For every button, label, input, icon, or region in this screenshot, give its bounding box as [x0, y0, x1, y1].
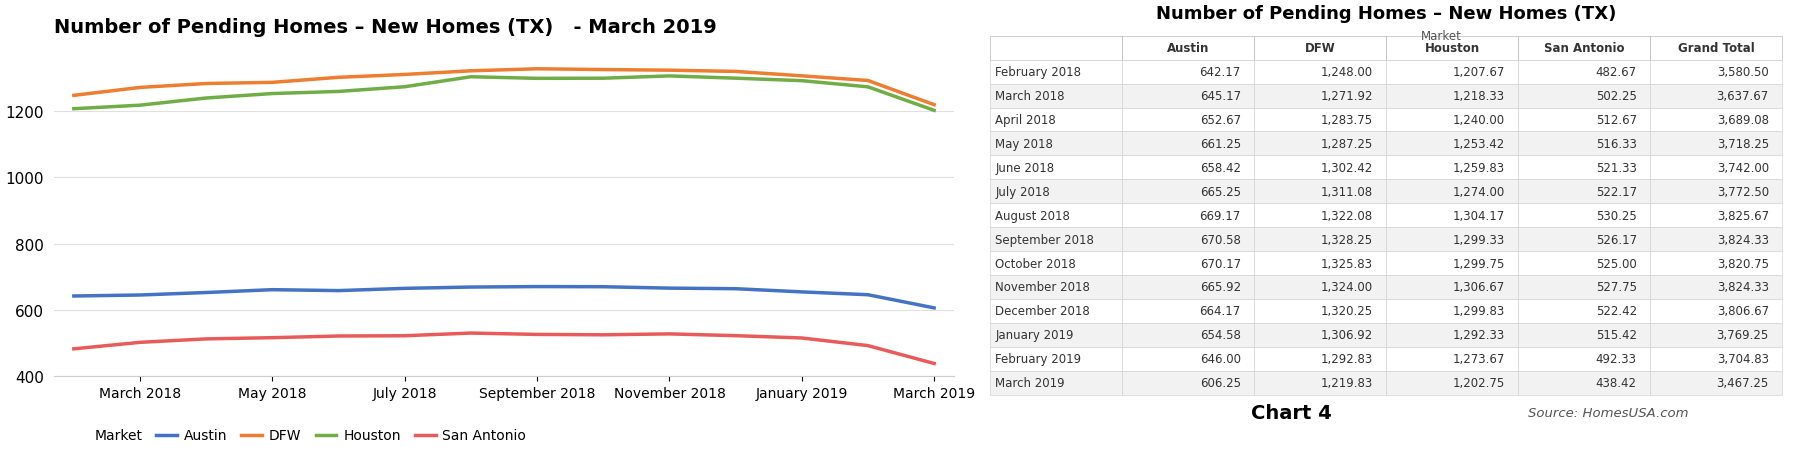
Legend: Market, Austin, DFW, Houston, San Antonio: Market, Austin, DFW, Houston, San Antoni… — [61, 423, 531, 448]
Text: Number of Pending Homes – New Homes (TX): Number of Pending Homes – New Homes (TX) — [1156, 5, 1616, 22]
Text: Chart 4: Chart 4 — [1251, 403, 1332, 423]
Text: Source: HomesUSA.com: Source: HomesUSA.com — [1528, 407, 1688, 420]
Text: Market: Market — [1420, 30, 1462, 43]
Text: Number of Pending Homes – New Homes (TX)   - March 2019: Number of Pending Homes – New Homes (TX)… — [54, 18, 716, 37]
